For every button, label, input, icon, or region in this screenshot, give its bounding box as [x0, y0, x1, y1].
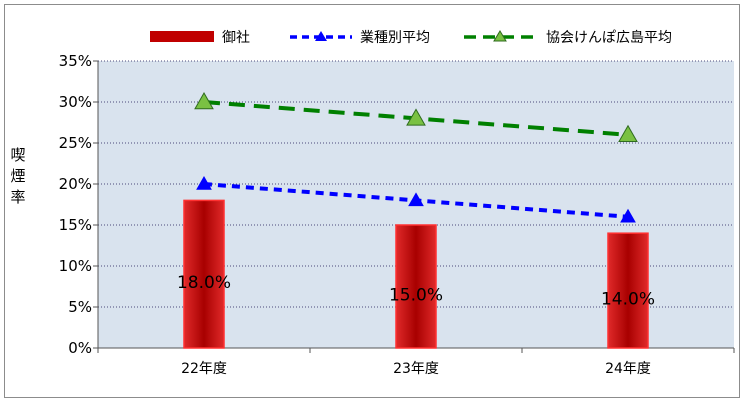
y-tick-label: 5%	[68, 298, 92, 316]
x-tick-labels: 22年度 23年度 24年度	[181, 361, 651, 377]
y-axis-label-char: 喫	[10, 146, 25, 164]
data-label: 14.0%	[601, 290, 655, 310]
y-tick-label: 15%	[59, 216, 92, 234]
line-marker	[194, 91, 214, 110]
bar	[607, 232, 649, 349]
y-tick-label: 30%	[59, 93, 92, 111]
y-axis-label: 喫煙率	[10, 146, 25, 206]
line-marker	[620, 208, 636, 223]
legend-label-industry: 業種別平均	[360, 30, 430, 46]
data-labels: 18.0% 15.0% 14.0%	[177, 273, 655, 309]
y-tick-label: 35%	[59, 52, 92, 70]
legend-swatch-bar	[150, 31, 214, 42]
legend-label-kyokai: 協会けんぽ広島平均	[546, 30, 672, 46]
line-marker	[618, 124, 638, 143]
legend-label-company: 御社	[222, 30, 250, 46]
data-label: 18.0%	[177, 273, 231, 293]
y-tick-label: 25%	[59, 134, 92, 152]
legend-marker-industry	[315, 31, 327, 41]
y-axis-label-char: 煙	[10, 167, 25, 185]
x-tick-label: 23年度	[393, 361, 439, 377]
legend: 御社 業種別平均 協会けんぽ広島平均	[150, 30, 672, 46]
y-tick-label: 10%	[59, 257, 92, 275]
y-tick-label: 0%	[68, 339, 92, 357]
bar	[395, 224, 437, 349]
x-tick-label: 22年度	[181, 361, 227, 377]
line-marker	[408, 192, 424, 207]
line-marker	[406, 108, 426, 126]
data-label: 15.0%	[389, 286, 443, 306]
bar	[183, 199, 225, 349]
line-series	[194, 91, 638, 223]
y-tick-labels: 0% 5% 10% 15% 20% 25% 30% 35%	[59, 52, 92, 357]
bar-series	[183, 199, 649, 349]
legend-marker-kyokai	[493, 30, 507, 42]
y-axis-label-char: 率	[10, 188, 25, 206]
line-marker	[196, 175, 212, 190]
x-tick-label: 24年度	[605, 361, 651, 377]
y-tick-label: 20%	[59, 175, 92, 193]
